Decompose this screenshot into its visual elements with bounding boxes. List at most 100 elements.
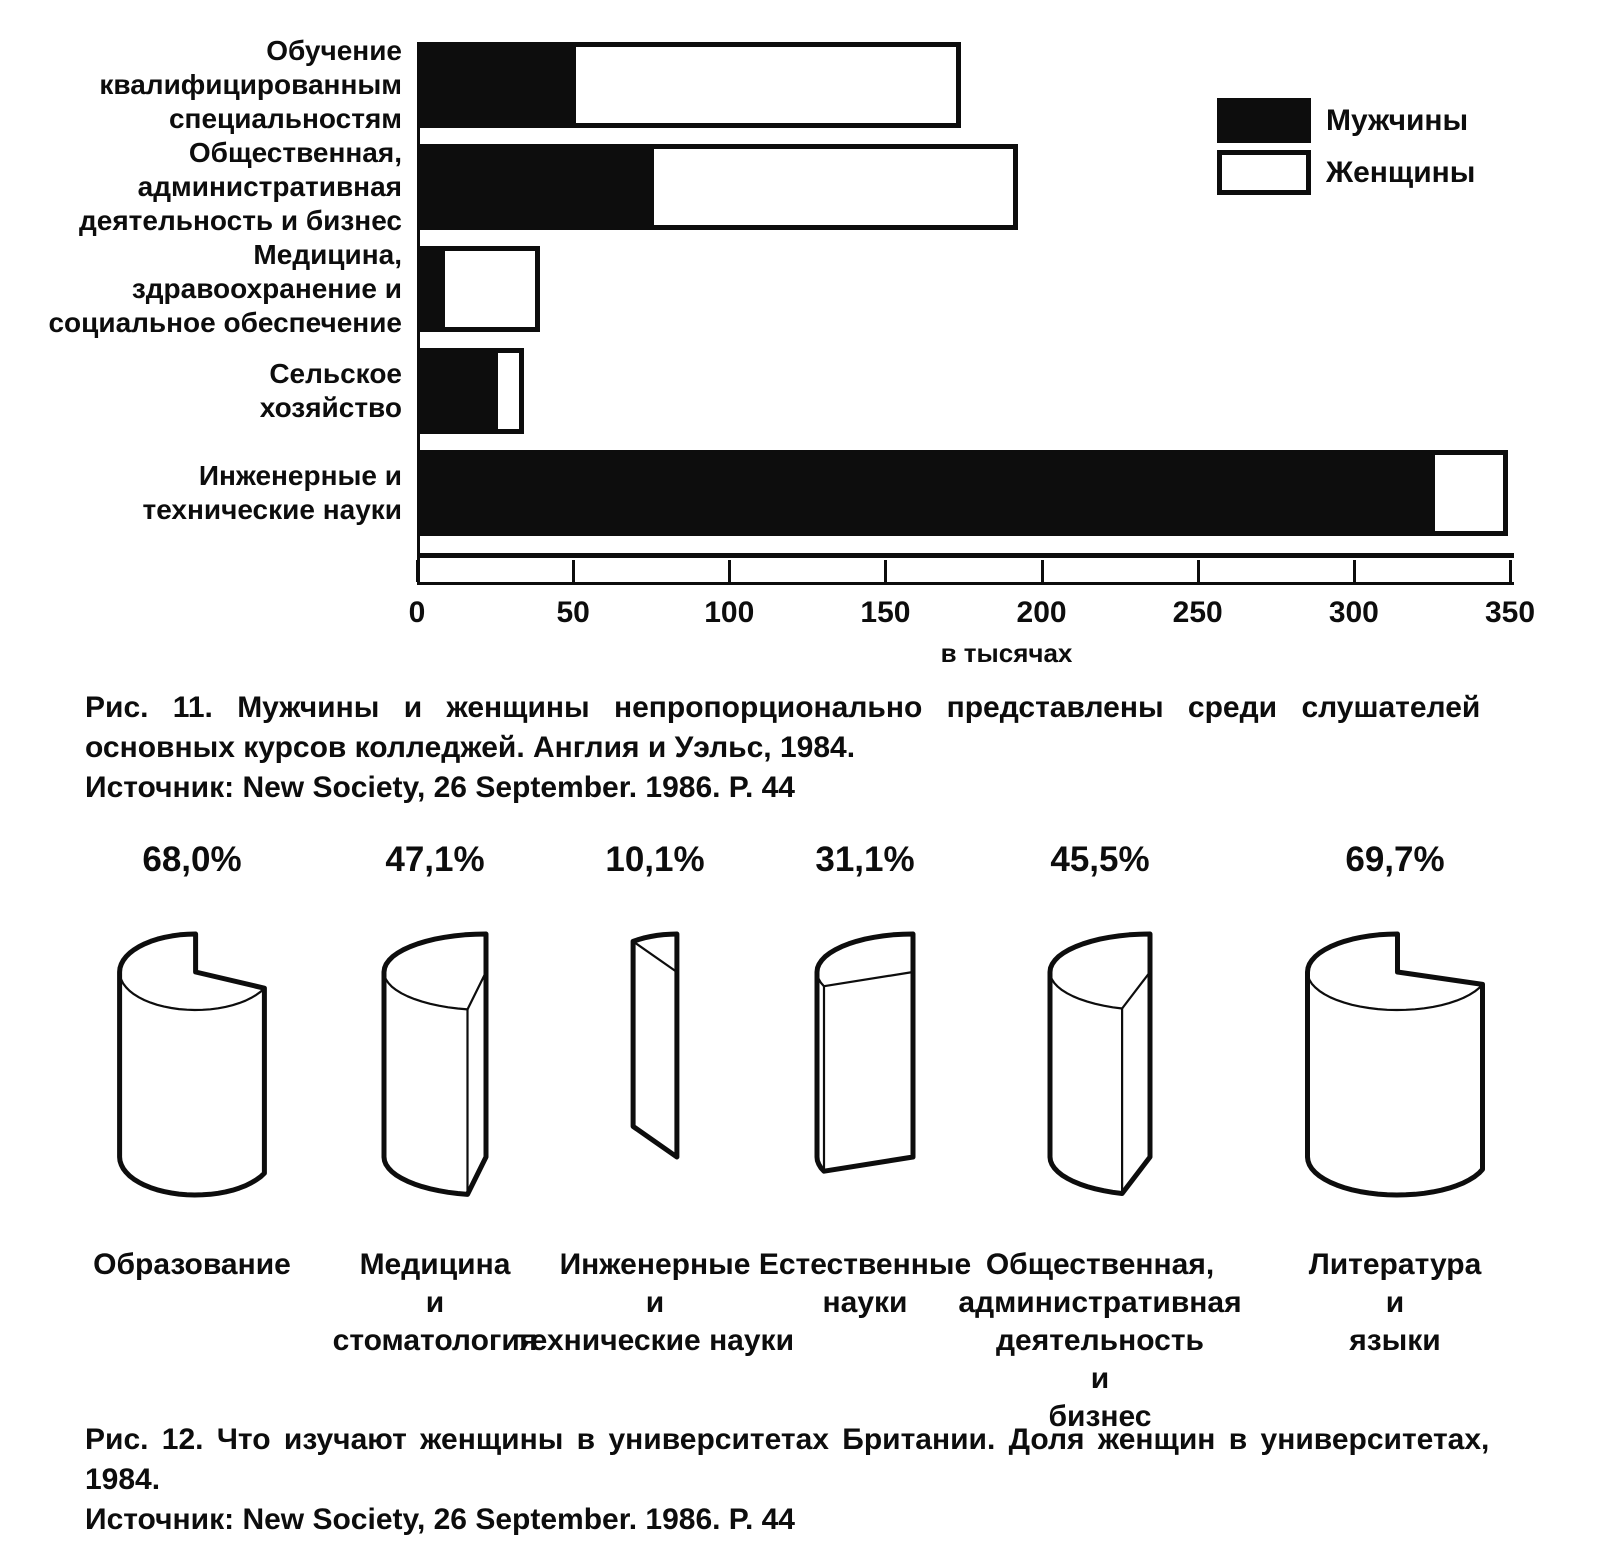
bar-segment-women <box>649 144 1018 230</box>
wedge-inner-edge <box>815 970 826 988</box>
x-axis-tick-label: 250 <box>1172 596 1223 629</box>
wedge-inner-edge <box>1121 970 1152 1010</box>
wedge-inner-edge <box>632 940 678 974</box>
wedge-category-label: Общественная, административная деятельност… <box>935 1246 1265 1436</box>
x-axis-tick <box>1352 560 1356 582</box>
x-axis-tick <box>728 560 732 582</box>
wedge-category-label: Медицина и стоматология <box>270 1246 600 1360</box>
bar-category-label: Инженерные и технические науки <box>48 450 402 536</box>
cylinder-wedge-drawing <box>814 931 916 1174</box>
cylinder-wedge-drawing <box>381 931 489 1197</box>
x-axis-tick <box>1040 560 1044 582</box>
legend-swatch-men <box>1217 98 1311 143</box>
bar-category-line: квалифицированным <box>99 69 402 100</box>
bar-category-line: Сельское <box>269 358 402 389</box>
wedge-percent-label: 68,0% <box>142 840 242 879</box>
bar-segment-women <box>1429 450 1508 536</box>
wedge-category-line: бизнес <box>1048 1400 1152 1433</box>
bar-category-line: Обучение <box>266 35 402 66</box>
cylinder-wedge-drawing <box>1047 931 1153 1196</box>
wedge-percent-label: 47,1% <box>385 840 485 879</box>
wedge-outline <box>814 931 916 1174</box>
wedge-category-line: Общественная, <box>985 1248 1215 1281</box>
bar-category-line: Медицина, <box>253 239 402 270</box>
wedge-category-line: административная <box>958 1286 1242 1319</box>
wedge-category-line: и <box>1090 1362 1110 1395</box>
bar-category-line: социальное обеспечение <box>48 307 402 338</box>
wedge-outline <box>1047 931 1153 1196</box>
wedge-inner-edge <box>1306 970 1484 1012</box>
bar-category-line: технические науки <box>142 494 402 525</box>
wedge-inner-edge <box>822 970 915 988</box>
x-axis-tick <box>416 560 419 582</box>
x-axis-tick-label: 100 <box>704 596 755 629</box>
wedge-inner-edge <box>118 970 266 1012</box>
bar-category-line: Инженерные и <box>198 460 402 491</box>
x-axis-tick <box>1196 560 1200 582</box>
bar-segment-men <box>417 42 574 128</box>
bar-category-line: Общественная, <box>188 137 402 168</box>
wedge-inner-edge <box>382 970 469 1011</box>
bar-segment-men <box>417 246 442 332</box>
caption-line: Источник: New Society, 26 September. 198… <box>85 1503 795 1536</box>
x-axis-tick-line <box>417 582 1514 585</box>
figure-11-caption: Рис. 11. Мужчины и женщины непропорциона… <box>85 688 1485 808</box>
wedge-category-line: языки <box>1349 1324 1441 1357</box>
wedge-outline <box>381 931 489 1197</box>
bar-category-line: здравоохранение и <box>131 273 402 304</box>
bar-row <box>417 450 1510 536</box>
wedge-category-line: науки <box>822 1286 908 1319</box>
bar-category-label: Сельское хозяйство <box>48 348 402 434</box>
wedge-category-line: технические науки <box>515 1324 795 1357</box>
x-axis-tick-label: 50 <box>556 596 590 629</box>
wedge-percent-label: 10,1% <box>605 840 705 879</box>
wedge-category-line: и <box>1385 1286 1405 1319</box>
x-axis-tick-label: 150 <box>860 596 911 629</box>
bar-category-label: Обучение квалифицированным специальностям <box>48 35 402 134</box>
x-axis-unit-label: в тысячах <box>940 638 1073 668</box>
wedge-category-label: Литература и языки <box>1230 1246 1560 1360</box>
wedge-category-label: Образование <box>27 1246 357 1284</box>
wedge-outline <box>117 931 267 1198</box>
wedge-inner-edge <box>466 970 488 1011</box>
wedge-category-line: стоматология <box>332 1324 538 1357</box>
wedge-inner-edge <box>1048 970 1124 1010</box>
bar-row <box>417 246 1510 332</box>
caption-line: Рис. 11. Мужчины и женщины непропорциона… <box>85 691 1481 724</box>
figure-12-cylinder-chart: 68,0% Образование 47,1% Медицина и стоматолог… <box>0 830 1601 1433</box>
caption-line: Рис. 12. Что изучают женщины в университ… <box>85 1423 1490 1456</box>
bar-segment-men <box>417 348 496 434</box>
wedge-category-line: и <box>425 1286 445 1319</box>
wedge-outline <box>1305 931 1485 1198</box>
bar-category-line: административная <box>137 171 402 202</box>
bar-segment-men <box>417 144 652 230</box>
bar-category-label: Общественная, административная деятельност… <box>48 137 402 236</box>
caption-line: основных курсов колледжей. Англия и Уэль… <box>85 731 856 764</box>
x-axis-tick-label: 300 <box>1328 596 1379 629</box>
wedge-category-line: Естественные <box>758 1248 972 1281</box>
wedge-category-line: Медицина <box>359 1248 511 1281</box>
wedge-percent-label: 31,1% <box>815 840 915 879</box>
bar-segment-women <box>493 348 525 434</box>
wedge-category-label: Инженерные и технические науки <box>490 1246 820 1360</box>
caption-line: 1984. <box>85 1463 161 1496</box>
bar-category-label: Медицина, здравоохранение и социальное обе… <box>48 239 402 338</box>
bar-category-line: специальностям <box>168 103 402 134</box>
bar-category-line: деятельность и бизнес <box>79 205 402 236</box>
bar-row <box>417 42 1510 128</box>
wedge-percent-label: 45,5% <box>1050 840 1150 879</box>
cylinder-wedge-drawing <box>1305 931 1485 1198</box>
bar-row <box>417 144 1510 230</box>
x-axis-tick-label: 200 <box>1016 596 1067 629</box>
x-axis-tick <box>1509 560 1512 582</box>
x-axis-baseline <box>417 553 1514 558</box>
bar-row <box>417 348 1510 434</box>
figure-12-caption: Рис. 12. Что изучают женщины в университ… <box>85 1420 1505 1540</box>
cylinder-wedge-drawing <box>117 931 267 1198</box>
legend-swatch-women <box>1217 150 1311 195</box>
x-axis-tick <box>884 560 888 582</box>
caption-line: Источник: New Society, 26 September. 198… <box>85 771 795 804</box>
legend-label-men: Мужчины <box>1326 103 1469 137</box>
legend-label-women: Женщины <box>1326 155 1476 189</box>
wedge-outline <box>630 931 680 1160</box>
